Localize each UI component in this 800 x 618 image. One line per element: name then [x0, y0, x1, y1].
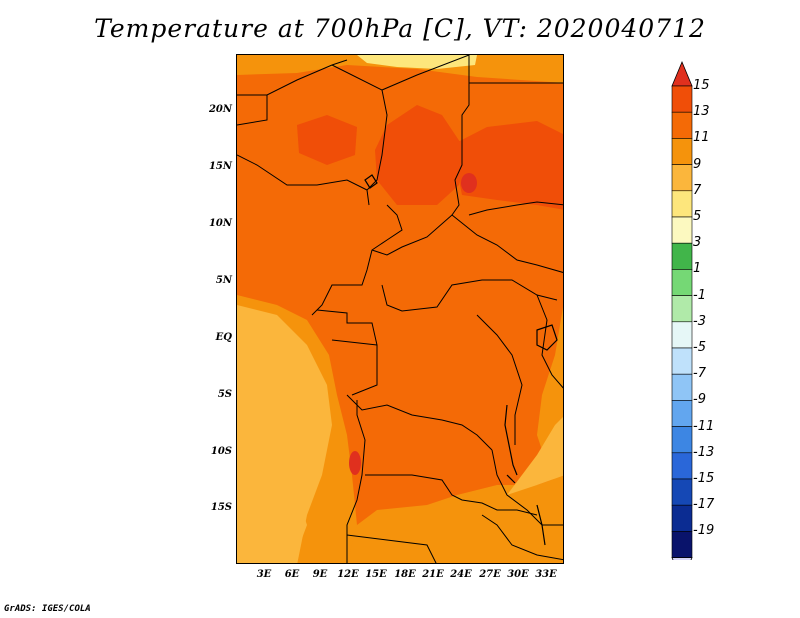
x-tick-label: 15E — [365, 569, 387, 580]
colorbar-tick-label: 13 — [693, 104, 710, 120]
colorbar-tick-label: -13 — [693, 444, 715, 460]
border-line — [381, 55, 470, 91]
colorbar-tick-label: 1 — [693, 261, 702, 277]
colorbar-cap-bottom — [671, 557, 693, 560]
y-tick-label: 5N — [215, 275, 232, 286]
x-tick-label: 18E — [394, 569, 416, 580]
zone-13-15-chad — [375, 105, 462, 205]
y-tick-label: EQ — [215, 332, 232, 343]
colorbar-tick-label: -19 — [693, 523, 715, 539]
border-line — [316, 309, 378, 396]
temperature-map — [236, 54, 564, 564]
colorbar-bin — [671, 85, 693, 113]
border-line — [476, 314, 523, 445]
colorbar-tick-label: -1 — [693, 287, 706, 303]
colorbar-bin — [671, 347, 693, 375]
colorbar-bin — [671, 216, 693, 244]
colorbar-bin — [671, 321, 693, 349]
x-tick-label: 3E — [256, 569, 272, 580]
colorbar-tick-label: -17 — [693, 497, 715, 513]
lake-tanganyika — [504, 404, 518, 476]
colorbar-bin — [671, 373, 693, 401]
colorbar-tick-label: 15 — [693, 78, 710, 93]
colorbar-bin — [671, 531, 693, 558]
border-line — [365, 474, 538, 516]
colorbar-bin — [671, 478, 693, 506]
colorbar-tick-label: -9 — [693, 392, 706, 408]
border-line — [536, 294, 563, 389]
x-tick-label: 33E — [535, 569, 557, 580]
border-line — [346, 534, 437, 563]
colorbar-tick-label: -7 — [693, 366, 706, 382]
x-tick-label: 6E — [284, 569, 300, 580]
x-tick-label: 27E — [479, 569, 501, 580]
colorbar-bin — [671, 242, 693, 270]
colorbar-tick-label: 9 — [693, 156, 702, 172]
x-tick-label: 12E — [337, 569, 359, 580]
colorbar-tick-label: 5 — [693, 209, 702, 224]
colorbar-bin — [671, 138, 693, 165]
lake-chad — [364, 174, 378, 189]
border-line — [237, 95, 268, 126]
colorbar-bin — [671, 400, 693, 427]
zone-13-15-sudan — [452, 121, 563, 210]
colorbar-tick-label: -3 — [693, 313, 706, 329]
border-line — [346, 400, 366, 563]
y-tick-label: 20N — [208, 104, 232, 115]
colorbar-tick-label: -11 — [693, 418, 715, 434]
zone-9-11-southeast — [507, 417, 563, 495]
border-line — [451, 55, 470, 216]
zone-7-9-southwest — [237, 455, 307, 563]
colorbar-cap-top — [671, 60, 693, 87]
colorbar — [671, 60, 693, 560]
colorbar-tick-label: 7 — [693, 182, 702, 198]
y-tick-label: 10N — [208, 218, 232, 229]
chart-title: Temperature at 700hPa [C], VT: 202004071… — [94, 14, 706, 43]
colorbar-bin — [671, 269, 693, 296]
border-line — [237, 154, 368, 191]
lake-mweru — [506, 474, 516, 484]
border-line — [311, 204, 403, 316]
border-line — [468, 201, 563, 216]
x-tick-label: 9E — [312, 569, 328, 580]
border-line — [346, 394, 493, 451]
x-tick-label: 24E — [450, 569, 472, 580]
colorbar-bin — [671, 426, 693, 454]
lake-malawi — [536, 504, 546, 546]
colorbar-tick-label: -15 — [693, 471, 715, 486]
lakes — [364, 174, 558, 546]
zone-15-plus-b — [349, 451, 361, 475]
credit-text: GrADS: IGES/COLA — [4, 604, 91, 614]
zone-15-plus-a — [461, 173, 477, 193]
colorbar-tick-label: 11 — [693, 130, 710, 146]
colorbar-bin — [671, 190, 693, 218]
colorbar-bin — [671, 295, 693, 323]
colorbar-bin — [671, 111, 693, 139]
border-line — [491, 449, 563, 526]
zone-13-15-niger — [297, 115, 357, 165]
border-line — [381, 279, 558, 312]
colorbar-tick-label: -5 — [693, 340, 706, 355]
lake-victoria — [536, 324, 558, 351]
zone-5-7-north — [357, 55, 477, 69]
border-line — [371, 214, 563, 273]
colorbar-tick-label: 3 — [693, 235, 702, 251]
map-canvas — [237, 55, 563, 563]
colorbar-bin — [671, 504, 693, 532]
colorbar-bin — [671, 452, 693, 480]
border-line — [237, 59, 348, 96]
country-borders — [237, 55, 563, 563]
y-tick-label: 5S — [217, 389, 232, 400]
y-tick-label: 10S — [210, 446, 232, 457]
x-tick-label: 21E — [422, 569, 444, 580]
colorbar-bin — [671, 164, 693, 192]
x-tick-label: 30E — [507, 569, 529, 580]
y-tick-label: 15S — [210, 502, 232, 513]
border-line — [481, 514, 563, 561]
y-tick-label: 15N — [208, 161, 232, 172]
border-line — [331, 339, 378, 346]
